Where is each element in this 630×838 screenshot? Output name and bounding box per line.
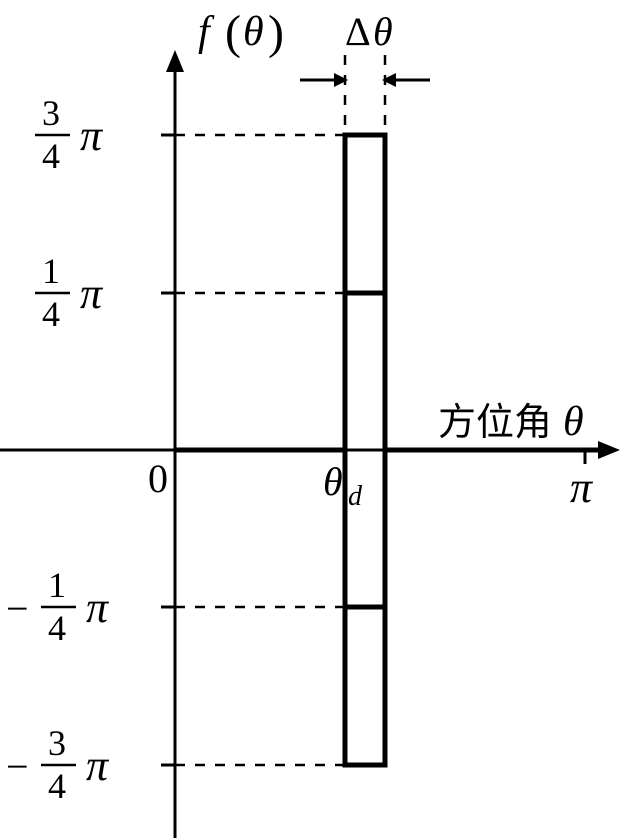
ytick-label-pi4: 1 4 π — [35, 251, 104, 334]
svg-text:π: π — [86, 583, 110, 632]
delta-label: Δ — [345, 9, 371, 54]
svg-text:4: 4 — [42, 294, 60, 334]
svg-text:): ) — [268, 6, 284, 59]
ytick-label-3pi4: 3 4 π — [35, 93, 104, 176]
y-axis-label: f ( θ ) — [198, 6, 284, 59]
svg-text:1: 1 — [42, 251, 60, 291]
delta-theta-arrows — [300, 73, 430, 87]
y-axis-arrow — [166, 50, 184, 72]
phase-weight-chart: f ( θ ) Δ θ 方位角 θ 0 π θ d 3 4 π 1 4 π − … — [0, 0, 630, 838]
theta-d-sub: d — [348, 481, 363, 512]
delta-theta-theta: θ — [373, 9, 393, 54]
svg-text:4: 4 — [42, 136, 60, 176]
svg-text:π: π — [80, 111, 104, 160]
x-label-theta: θ — [563, 399, 584, 445]
svg-text:3: 3 — [42, 93, 60, 133]
origin-label: 0 — [148, 456, 168, 501]
ytick-label-neg-3pi4: − 3 4 π — [6, 723, 110, 806]
svg-text:−: − — [6, 744, 29, 789]
svg-text:1: 1 — [48, 565, 66, 605]
y-label-theta: θ — [243, 9, 264, 55]
svg-text:3: 3 — [48, 723, 66, 763]
theta-d-theta: θ — [323, 459, 343, 504]
svg-text:π: π — [86, 741, 110, 790]
pi-label: π — [570, 463, 594, 512]
svg-text:4: 4 — [48, 766, 66, 806]
svg-text:(: ( — [225, 6, 241, 59]
ytick-label-neg-pi4: − 1 4 π — [6, 565, 110, 648]
svg-text:4: 4 — [48, 608, 66, 648]
svg-text:−: − — [6, 586, 29, 631]
x-label-cjk: 方位角 — [438, 402, 552, 444]
svg-text:π: π — [80, 269, 104, 318]
y-label-f: f — [198, 9, 215, 55]
x-axis-label: 方位角 θ — [438, 399, 584, 445]
delta-theta-label: Δ θ — [345, 9, 393, 54]
